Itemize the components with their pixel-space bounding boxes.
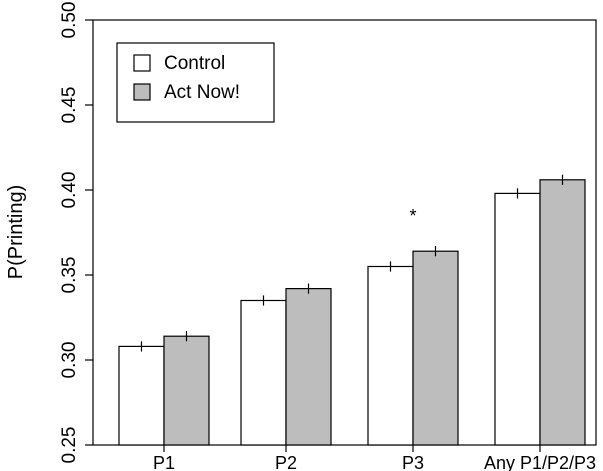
bar-1-0 <box>240 299 287 446</box>
y-tick-label-5: 0.50 <box>59 2 80 39</box>
legend: Control Act Now! <box>116 42 275 123</box>
annotation-0: * <box>409 206 416 226</box>
bar-3-1 <box>539 179 586 446</box>
bar-0-0 <box>118 345 165 446</box>
y-tick-label-4: 0.45 <box>59 87 80 124</box>
legend-label-0: Control <box>164 53 225 74</box>
bars <box>118 174 586 446</box>
legend-label-1: Act Now! <box>164 82 240 103</box>
y-tick-label-3: 0.40 <box>59 172 80 209</box>
bar-0-1 <box>163 335 210 446</box>
x-tick-label-2: P3 <box>402 453 424 471</box>
x-tick-label-1: P2 <box>275 453 297 471</box>
y-axis-label: P(Printing) <box>5 185 27 279</box>
legend-swatch-0 <box>133 54 151 72</box>
y-tick-label-2: 0.35 <box>59 257 80 294</box>
bar-2-1 <box>412 250 459 446</box>
legend-swatch-1 <box>133 83 151 101</box>
y-tick-label-1: 0.30 <box>59 342 80 379</box>
bar-2-0 <box>367 265 414 446</box>
plot-frame <box>92 19 597 446</box>
bar-3-0 <box>494 192 541 446</box>
x-tick-label-0: P1 <box>153 453 175 471</box>
annotations: * <box>409 206 416 226</box>
x-axis: P1 P2 P3 Any P1/P2/P3 <box>153 445 596 471</box>
y-tick-label-0: 0.25 <box>59 427 80 464</box>
bar-1-1 <box>285 288 332 446</box>
y-axis: 0.25 0.30 0.35 0.40 0.45 0.50 <box>59 2 93 464</box>
x-tick-label-3: Any P1/P2/P3 <box>484 453 596 471</box>
